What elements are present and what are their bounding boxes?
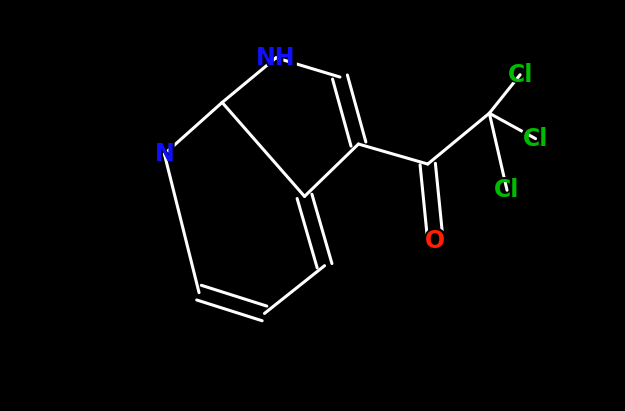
Text: N: N: [152, 140, 176, 168]
Text: NH: NH: [252, 44, 300, 72]
Text: Cl: Cl: [504, 61, 536, 89]
Text: Cl: Cl: [520, 125, 551, 152]
Text: O: O: [426, 229, 446, 253]
Text: Cl: Cl: [494, 178, 520, 202]
Text: Cl: Cl: [523, 127, 548, 151]
Text: Cl: Cl: [491, 176, 522, 204]
Text: N: N: [154, 142, 174, 166]
Text: Cl: Cl: [508, 63, 533, 87]
Text: NH: NH: [256, 46, 296, 70]
Text: O: O: [423, 227, 448, 255]
